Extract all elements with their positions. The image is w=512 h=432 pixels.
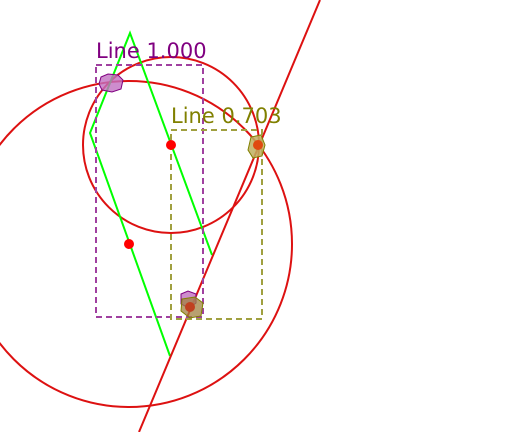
- detection-label-line-2: Line 0.703: [171, 104, 282, 128]
- detection-label-line-1: Line 1.000: [96, 39, 207, 63]
- detection-box-line-2: [170, 129, 263, 320]
- red-line: [138, 0, 321, 432]
- intersection-point: [253, 140, 263, 150]
- intersection-point: [185, 302, 195, 312]
- large-circle: [0, 80, 293, 408]
- center-point: [124, 239, 134, 249]
- center-point: [166, 140, 176, 150]
- endpoint-marker-purple: [98, 73, 124, 93]
- detection-box-line-1: [95, 64, 204, 318]
